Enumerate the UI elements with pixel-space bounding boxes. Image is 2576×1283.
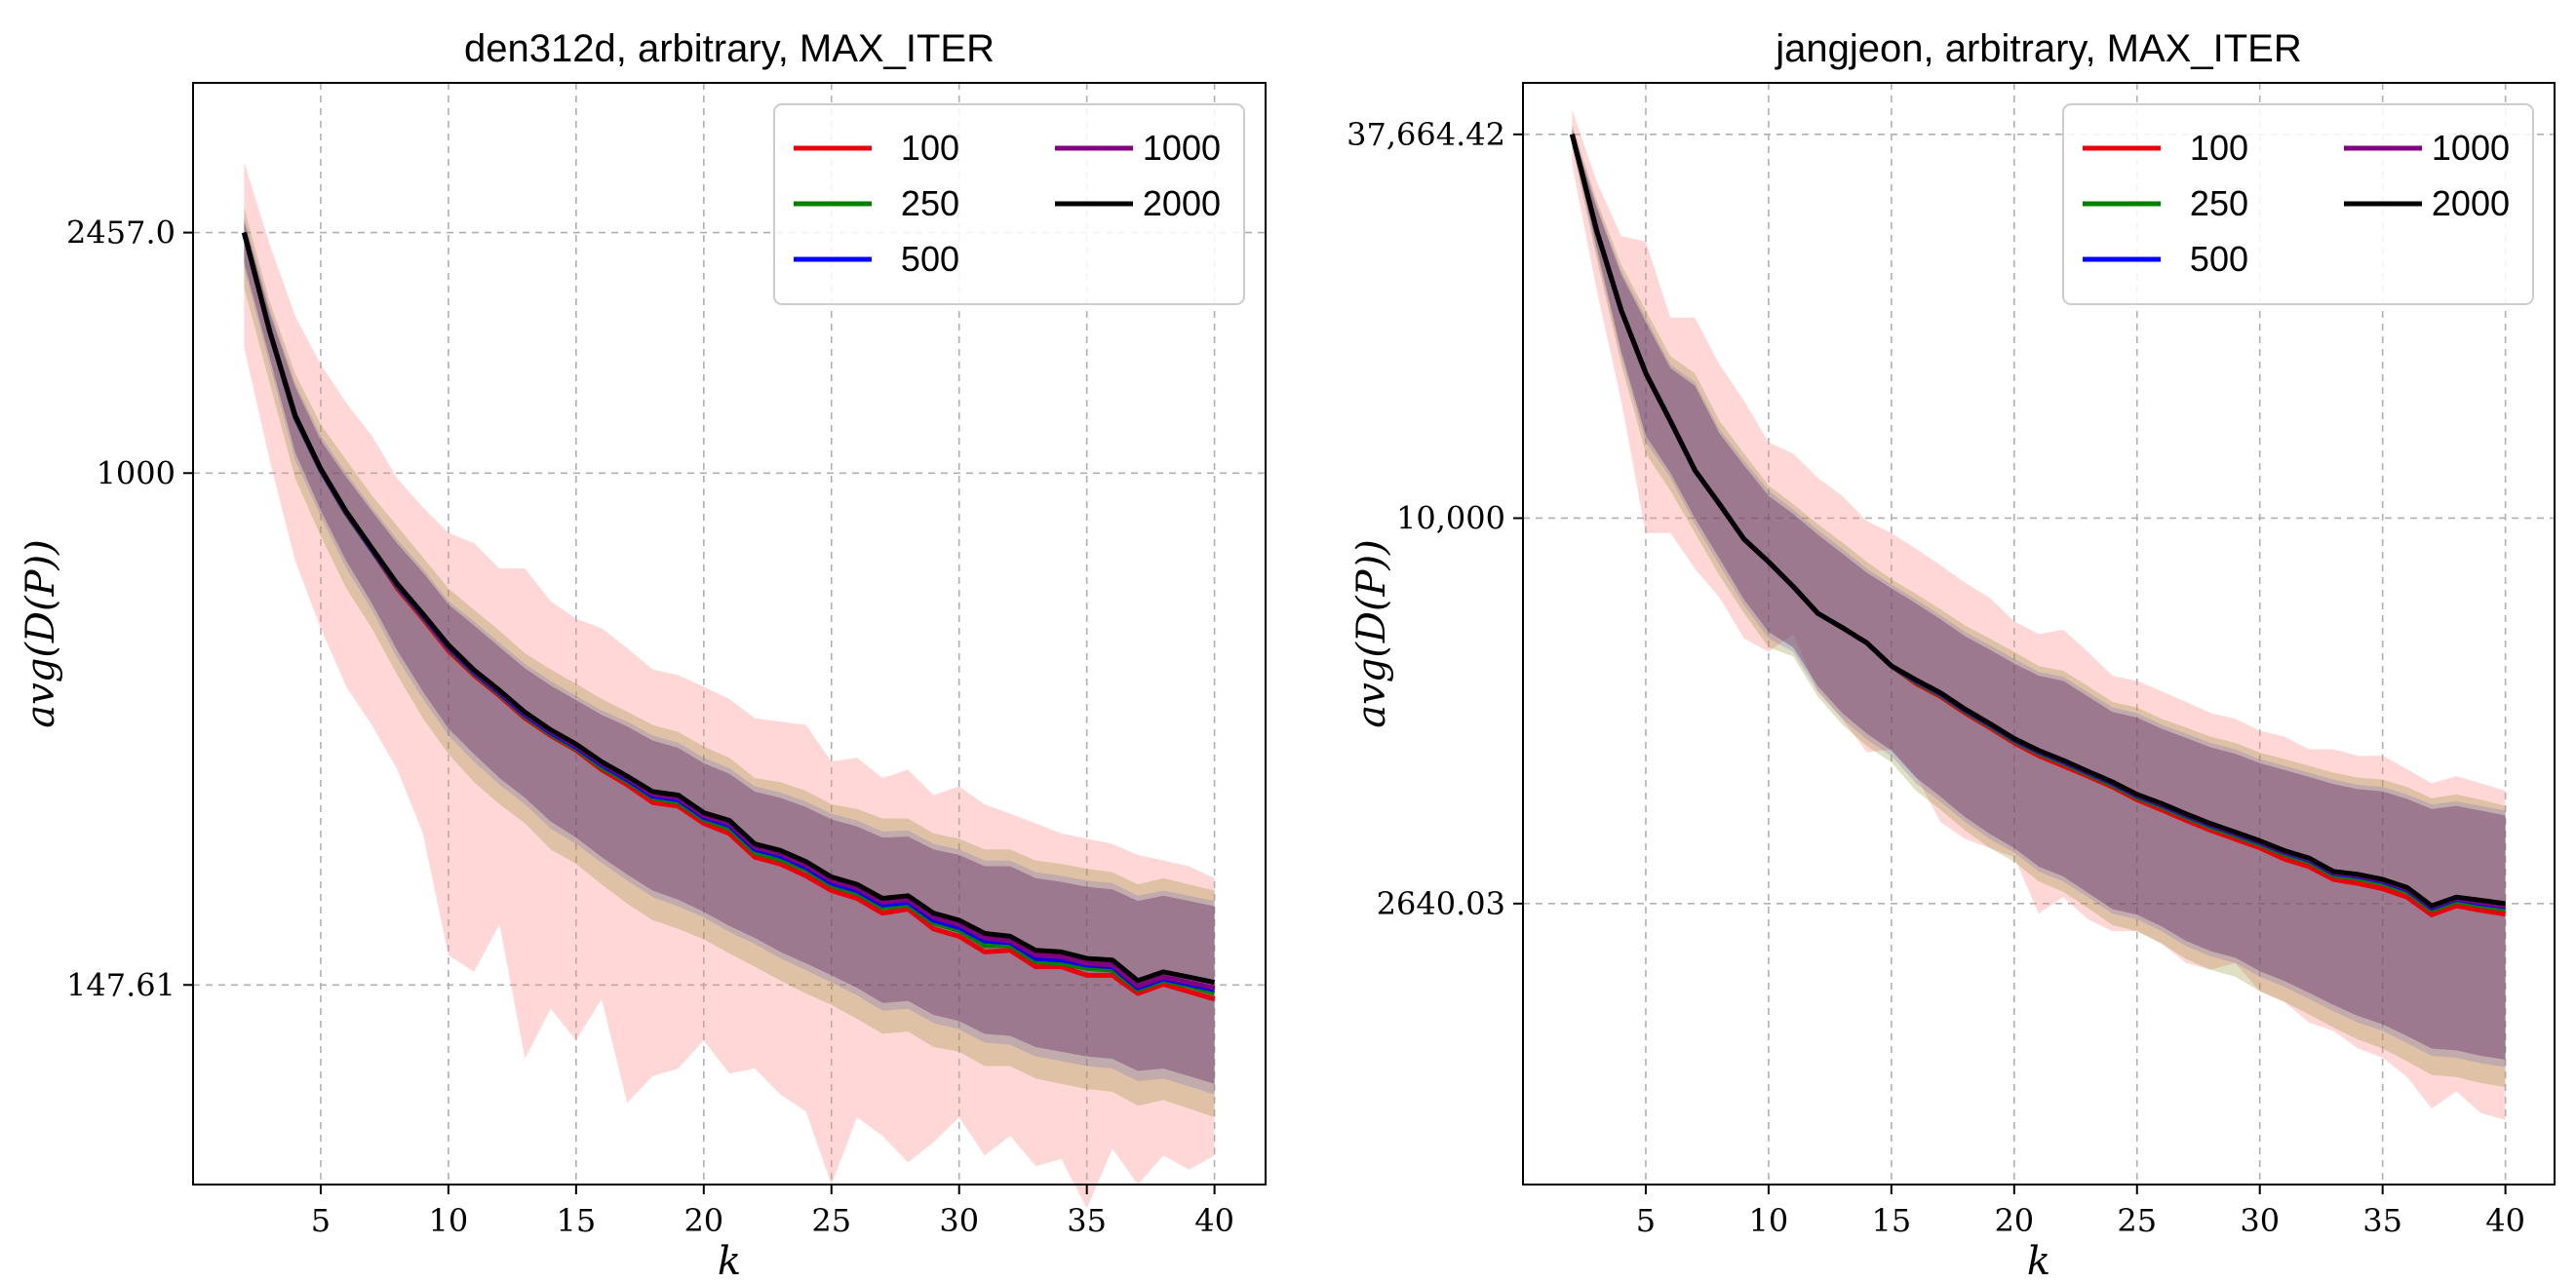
x-tick-label: 30	[2240, 1202, 2280, 1239]
y-tick-label: 147.61	[66, 966, 176, 1003]
y-tick-label: 10,000	[1396, 499, 1505, 536]
series-line-2000	[1569, 134, 2506, 909]
legend-label-250: 250	[2190, 183, 2248, 223]
legend-label-2000: 2000	[1143, 183, 1221, 223]
band-250	[244, 207, 1215, 1118]
axes-frame	[1522, 82, 2556, 1186]
legend-label-1000: 1000	[1143, 128, 1221, 168]
legend-label-250: 250	[901, 183, 959, 223]
band-100	[1572, 109, 2506, 1120]
axes-frame	[192, 82, 1267, 1186]
band-1000	[244, 221, 1215, 1084]
x-tick-label: 15	[556, 1202, 596, 1239]
x-tick-label: 35	[2362, 1202, 2402, 1239]
x-tick-label: 10	[1749, 1202, 1789, 1239]
y-tick-label: 1000	[97, 454, 176, 491]
chart-panel-2: 5 10 15 20 25 30 35 40 37,664.42 10,000 2640.03 jan…	[1347, 27, 2556, 1283]
x-tick-label: 40	[2485, 1202, 2525, 1239]
legend-label-500: 500	[901, 239, 959, 279]
legend-box	[2062, 103, 2534, 305]
y-tick-label: 2457.0	[66, 214, 176, 252]
x-tick-label: 5	[1636, 1202, 1656, 1239]
legend-label-100: 100	[2190, 128, 2248, 168]
band-1000	[1572, 129, 2506, 1060]
x-tick-label: 15	[1871, 1202, 1911, 1239]
band-500	[244, 217, 1215, 1095]
x-tick-label: 25	[811, 1202, 851, 1239]
legend-label-500: 500	[2190, 239, 2248, 279]
legend-box	[773, 103, 1245, 305]
x-tick-label: 5	[311, 1202, 331, 1239]
y-tick-label: 2640.03	[1377, 885, 1505, 922]
band-500	[1572, 128, 2506, 1068]
x-tick-label: 30	[939, 1202, 979, 1239]
x-tick-label: 20	[1994, 1202, 2034, 1239]
x-tick-label: 35	[1067, 1202, 1107, 1239]
legend: 100 250 500 1000 2000	[773, 103, 1245, 305]
series-line-2000	[241, 231, 1216, 986]
y-tick-label: 37,664.42	[1347, 116, 1505, 153]
legend-label-100: 100	[901, 128, 959, 168]
legend: 100 250 500 1000 2000	[2062, 103, 2534, 305]
x-tick-label: 40	[1194, 1202, 1234, 1239]
x-axis-label: k	[2027, 1239, 2050, 1278]
y-axis-label: avg(D(P))	[19, 539, 63, 727]
chart-title: den312d, arbitrary, MAX_ITER	[464, 27, 995, 70]
y-axis-label: avg(D(P))	[1349, 539, 1394, 727]
x-axis-label: k	[718, 1239, 741, 1278]
x-tick-label: 20	[683, 1202, 723, 1239]
x-tick-label: 25	[2117, 1202, 2157, 1239]
chart-title: jangjeon, arbitrary, MAX_ITER	[1775, 27, 2301, 70]
legend-label-1000: 1000	[2432, 128, 2510, 168]
legend-label-2000: 2000	[2432, 183, 2510, 223]
x-tick-label: 10	[429, 1202, 469, 1239]
chart-panel-1: 5 10 15 20 25 30 35 40 2457.0 1000 147.61 den312d, …	[19, 27, 1267, 1283]
